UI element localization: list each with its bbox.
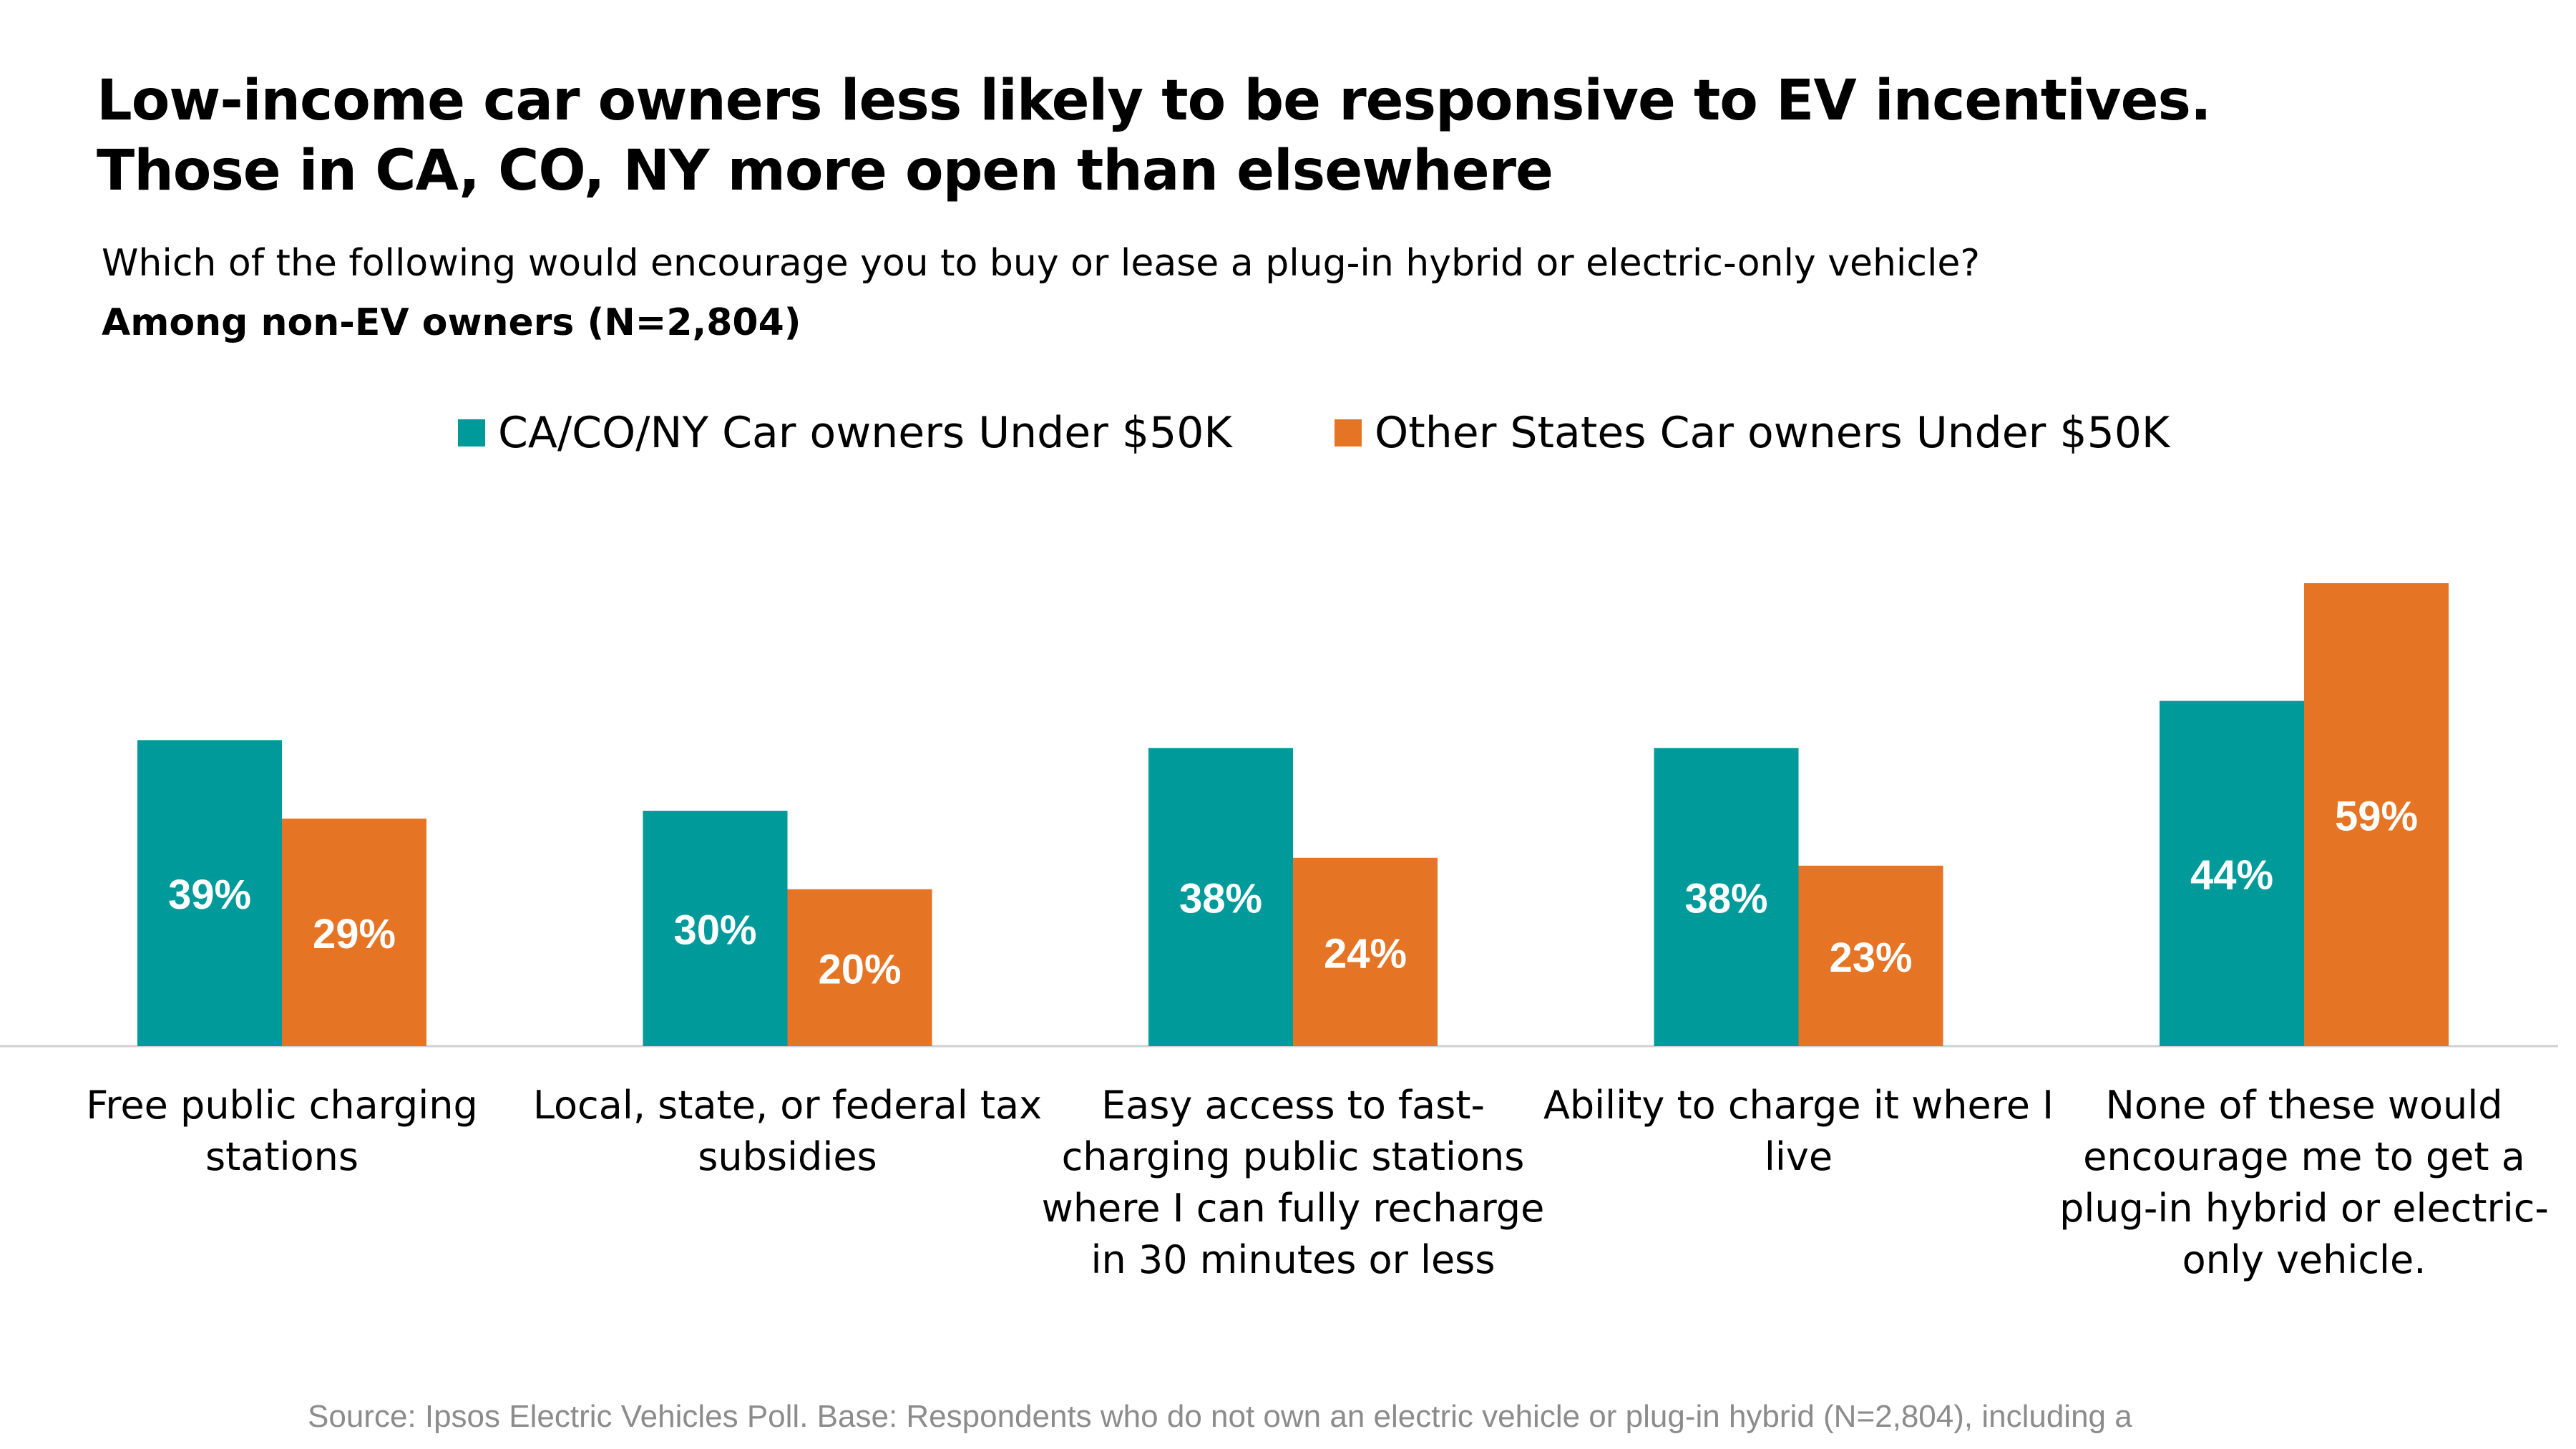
data-label-series-2-category-4: 23% [1829, 935, 1912, 981]
bar-series-1-category-5 [2160, 701, 2304, 1046]
survey-question: Which of the following would encourage y… [102, 242, 1981, 285]
data-label-series-1-category-1: 39% [168, 872, 251, 918]
source-note: Source: Ipsos Electric Vehicles Poll. Ba… [308, 1399, 2132, 1434]
category-label-1-line-1: Free public charging [86, 1083, 477, 1128]
data-label-series-1-category-5: 44% [2190, 852, 2273, 899]
legend-item-series-1: CA/CO/NY Car owners Under $50K [458, 404, 1232, 462]
data-label-series-1-category-2: 30% [673, 907, 756, 954]
category-label-5-line-3: plug-in hybrid or electric- [2059, 1186, 2549, 1231]
legend-swatch-series-2 [1335, 419, 1362, 447]
bar-series-2-category-2 [787, 889, 932, 1046]
category-label-3-line-2: charging public stations [1062, 1134, 1525, 1179]
chart-title-line-1: Low-income car owners less likely to be … [97, 69, 2212, 133]
category-label-1: Free public charging stations [86, 1083, 477, 1179]
data-label-series-2-category-5: 59% [2335, 794, 2418, 840]
category-label-2-line-2: subsidies [698, 1134, 877, 1179]
legend-item-series-2: Other States Car owners Under $50K [1335, 404, 2170, 462]
bar-series-1-category-4 [1654, 748, 1799, 1046]
category-label-4-line-2: live [1765, 1134, 1833, 1179]
data-label-series-1-category-3: 38% [1179, 876, 1262, 922]
chart-title-line-2: Those in CA, CO, NY more open than elsew… [97, 139, 1553, 203]
bar-series-2-category-3 [1293, 857, 1438, 1046]
category-label-3-line-4: in 30 minutes or less [1091, 1237, 1496, 1282]
category-label-3-line-1: Easy access to fast- [1101, 1083, 1485, 1128]
bar-series-1-category-3 [1148, 748, 1293, 1046]
category-label-2-line-1: Local, state, or federal tax [533, 1083, 1042, 1128]
bar-series-2-category-4 [1798, 865, 1943, 1046]
category-label-1-line-2: stations [205, 1134, 358, 1179]
legend-swatch-series-1 [458, 419, 485, 447]
data-label-series-2-category-1: 29% [313, 911, 396, 957]
category-label-3-line-3: where I can fully recharge [1042, 1186, 1545, 1231]
bar-series-1-category-1 [137, 740, 282, 1046]
data-label-series-2-category-3: 24% [1324, 930, 1407, 977]
legend-label-series-2: Other States Car owners Under $50K [1375, 408, 2170, 458]
category-label-4-line-1: Ability to charge it where I [1543, 1083, 2054, 1128]
bar-series-2-category-5 [2304, 583, 2449, 1046]
base-note: Among non-EV owners (N=2,804) [102, 301, 801, 344]
bar-series-2-category-1 [282, 818, 426, 1046]
category-label-4: Ability to charge it where I live [1543, 1083, 2054, 1179]
legend-label-series-1: CA/CO/NY Car owners Under $50K [498, 408, 1232, 458]
category-label-5-line-1: None of these would [2105, 1083, 2502, 1128]
category-label-5-line-2: encourage me to get a [2083, 1134, 2525, 1179]
data-label-series-2-category-2: 20% [818, 946, 901, 992]
category-label-3: Easy access to fast-charging public stat… [1042, 1083, 1545, 1282]
data-label-series-1-category-4: 38% [1684, 876, 1767, 922]
chart-legend: CA/CO/NY Car owners Under $50K Other Sta… [0, 404, 2576, 462]
category-label-5-line-4: only vehicle. [2182, 1237, 2426, 1282]
bar-series-1-category-2 [643, 811, 788, 1046]
chart-title: Low-income car owners less likely to be … [97, 66, 2386, 206]
category-label-2: Local, state, or federal tax subsidies [533, 1083, 1042, 1179]
category-label-5: None of these would encourage me to get a… [2059, 1083, 2549, 1282]
